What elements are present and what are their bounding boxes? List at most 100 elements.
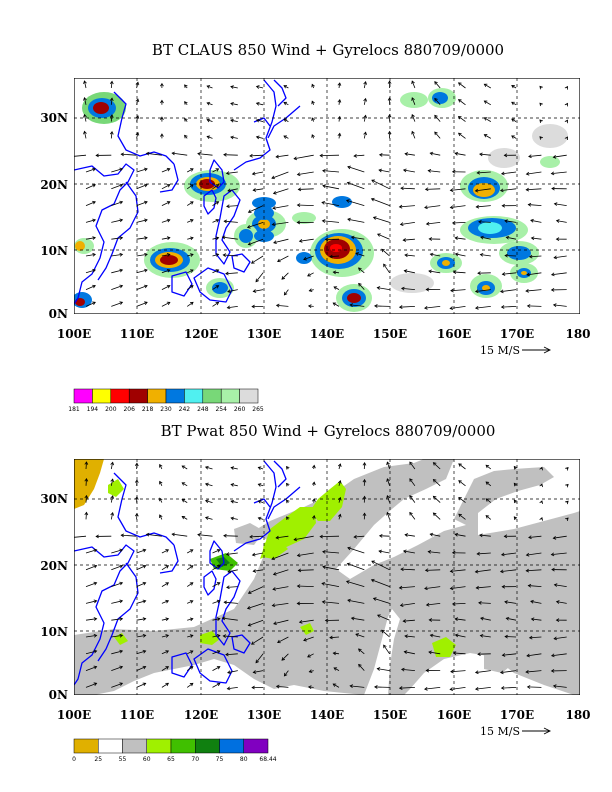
wind-vector [85, 168, 96, 173]
wind-vector [84, 80, 87, 89]
wind-vector-head [550, 287, 555, 292]
wind-vector-head [223, 533, 227, 538]
colorbar: 0 25 55 60 65 70 75 80 68.44 [72, 738, 277, 763]
wind-vector [111, 618, 123, 621]
wind-vector-head [355, 252, 359, 256]
wind-vector-head [564, 119, 568, 124]
wind-vector [355, 633, 365, 638]
wind-vector [212, 634, 220, 638]
wind-vector-head [398, 305, 403, 309]
wind-vector-head [303, 256, 307, 261]
wind-vector-head [432, 462, 437, 466]
wind-vector-head [347, 217, 351, 222]
wind-vector [378, 550, 390, 554]
wind-vector [322, 566, 340, 571]
wind-vector-head [528, 154, 532, 159]
lon-label: 120E [184, 708, 218, 722]
wind-vector-head [398, 585, 403, 590]
wind-vector [146, 533, 162, 537]
lon-label: 170E [500, 327, 534, 341]
wind-vector [350, 304, 365, 307]
wind-vector-head [504, 219, 508, 223]
wind-vector-head [475, 204, 480, 209]
wind-vector-head [93, 682, 98, 686]
wind-vector [247, 603, 264, 609]
wind-vector-head [165, 634, 170, 638]
wind-vector [111, 219, 123, 223]
wind-vector [248, 619, 264, 626]
wind-vector-head [166, 268, 171, 273]
wind-vector [530, 600, 542, 604]
wind-vector-head [454, 252, 459, 257]
wind-vector [383, 263, 390, 274]
wind-vector-head [93, 633, 98, 638]
wind-vector-head [271, 222, 276, 227]
wind-vector-head [553, 636, 558, 641]
colorbar-label: 25 [94, 756, 102, 763]
wind-vector-head [189, 582, 194, 586]
wind-vector-head [485, 481, 490, 485]
wind-vector-head [249, 534, 253, 539]
wind-vector-head [272, 587, 276, 591]
wind-vector [225, 653, 238, 656]
wind-vector [434, 131, 441, 139]
wind-vector-head [478, 219, 482, 224]
wind-vector-head [166, 236, 171, 240]
wind-vector-head [189, 682, 194, 687]
wind-vector [411, 97, 416, 105]
wind-vector-head [386, 478, 390, 482]
wind-vector [338, 497, 341, 503]
wind-vector-head [216, 582, 221, 586]
wind-vector [247, 222, 264, 228]
wind-vector [74, 535, 87, 538]
wind-vector [525, 289, 542, 292]
wind-vector [501, 687, 517, 689]
wind-vector [501, 171, 517, 175]
wind-vector [111, 650, 123, 655]
wind-vector-head [322, 549, 326, 554]
wind-vector [411, 131, 416, 139]
wind-vector-head [222, 253, 227, 257]
wind-vector-head [165, 582, 170, 586]
wind-vector-head [216, 666, 221, 670]
wind-vector-head [247, 590, 252, 594]
wind-vector [110, 81, 113, 89]
wind-vector [161, 650, 169, 655]
pwat-shading [74, 459, 580, 695]
wind-vector-head [83, 113, 87, 118]
wind-vector [272, 205, 289, 209]
wind-vector [377, 287, 390, 290]
wind-vector-head [144, 268, 148, 273]
wind-vector [231, 483, 238, 487]
wind-vector-head [428, 618, 433, 622]
wind-vector-head [215, 218, 220, 223]
wind-vector [428, 170, 441, 173]
panel-title: BT CLAUS 850 Wind + Gyrelocs 880709/0000 [152, 41, 504, 59]
wind-vector-head [511, 118, 515, 122]
wind-vector [136, 269, 148, 274]
colorbar-label: 218 [142, 406, 154, 413]
wind-vector-head [92, 268, 96, 273]
wind-vector-head [550, 552, 555, 557]
wind-vector-head [120, 152, 125, 157]
wind-vector-head [477, 652, 481, 656]
wind-vector-head [428, 237, 433, 241]
wind-vector-head [476, 170, 481, 175]
wind-vector-head [409, 495, 413, 499]
wind-vector-head [555, 219, 560, 223]
wind-vector-head [247, 209, 252, 213]
colorbar-swatch [122, 738, 147, 754]
wind-vector-head [500, 305, 505, 309]
wind-vector-head [503, 534, 508, 539]
wind-vector-head [353, 534, 357, 539]
wind-vector-head [74, 157, 75, 158]
wind-vector [230, 102, 238, 106]
wind-vector [455, 618, 466, 621]
wind-vector-head [553, 583, 558, 587]
wind-vector-head [84, 461, 89, 465]
wind-vector-head [550, 653, 555, 658]
wind-vector [258, 517, 264, 520]
wind-vector-head [349, 684, 354, 688]
panel-pwat: BT Pwat 850 Wind + Gyrelocs 880709/0000 [40, 422, 590, 763]
wind-vector [450, 569, 466, 572]
